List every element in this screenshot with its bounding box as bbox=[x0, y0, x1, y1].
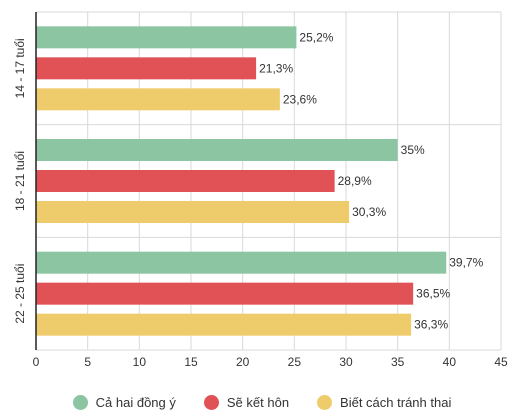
x-tick-label: 35 bbox=[391, 355, 405, 369]
bar-chart: 14 - 17 tuổi 18 - 21 tuổi 22 - 25 tuổi 25,… bbox=[13, 11, 508, 369]
x-tick-label: 5 bbox=[84, 355, 91, 369]
bar bbox=[36, 201, 350, 223]
bar bbox=[36, 282, 414, 305]
data-label: 39,7% bbox=[449, 256, 483, 270]
category-label: 18 - 21 tuổi bbox=[13, 151, 27, 211]
category-label: 14 - 17 tuổi bbox=[13, 38, 27, 98]
bar bbox=[36, 170, 335, 192]
legend-label: Biết cách tránh thai bbox=[340, 394, 452, 410]
legend-swatch bbox=[317, 394, 333, 410]
x-tick-label: 40 bbox=[443, 355, 457, 369]
legend-item-ca-hai-dong-y: Cả hai đồng ý bbox=[72, 394, 176, 410]
data-label: 28,9% bbox=[338, 174, 372, 188]
data-label: 36,5% bbox=[416, 287, 450, 301]
x-tick-label: 10 bbox=[133, 355, 147, 369]
x-tick-label: 0 bbox=[33, 355, 40, 369]
data-label: 35% bbox=[401, 143, 425, 157]
bar bbox=[36, 313, 412, 336]
bar bbox=[36, 88, 280, 111]
x-tick-label: 45 bbox=[494, 355, 508, 369]
bars bbox=[36, 26, 447, 336]
legend-item-se-ket-hon: Sẽ kết hôn bbox=[203, 394, 290, 410]
x-tick-label: 20 bbox=[236, 355, 250, 369]
bar bbox=[36, 57, 257, 80]
x-tick-labels: 0 5 10 15 20 25 30 35 40 45 bbox=[33, 355, 508, 369]
data-label: 23,6% bbox=[283, 92, 317, 106]
data-label: 30,3% bbox=[352, 205, 386, 219]
legend-swatch bbox=[72, 394, 88, 410]
x-tick-label: 25 bbox=[288, 355, 302, 369]
data-label: 36,3% bbox=[414, 318, 448, 332]
bar bbox=[36, 26, 297, 49]
bar bbox=[36, 251, 447, 274]
legend-swatch bbox=[203, 394, 219, 410]
category-labels: 14 - 17 tuổi 18 - 21 tuổi 22 - 25 tuổi bbox=[13, 38, 27, 323]
data-label: 21,3% bbox=[259, 61, 293, 75]
category-label: 22 - 25 tuổi bbox=[13, 264, 27, 324]
legend-label: Cả hai đồng ý bbox=[95, 394, 176, 410]
bar bbox=[36, 139, 398, 161]
legend: Cả hai đồng ý Sẽ kết hôn Biết cách tránh… bbox=[0, 390, 524, 414]
legend-label: Sẽ kết hôn bbox=[226, 394, 290, 410]
legend-item-biet-cach-tranh-thai: Biết cách tránh thai bbox=[317, 394, 452, 410]
x-tick-label: 15 bbox=[184, 355, 198, 369]
x-tick-label: 30 bbox=[339, 355, 353, 369]
data-labels: 25,2% 21,3% 23,6% 35% 28,9% 30,3% 39,7% 36,5% 36… bbox=[259, 30, 483, 331]
data-label: 25,2% bbox=[299, 30, 333, 44]
